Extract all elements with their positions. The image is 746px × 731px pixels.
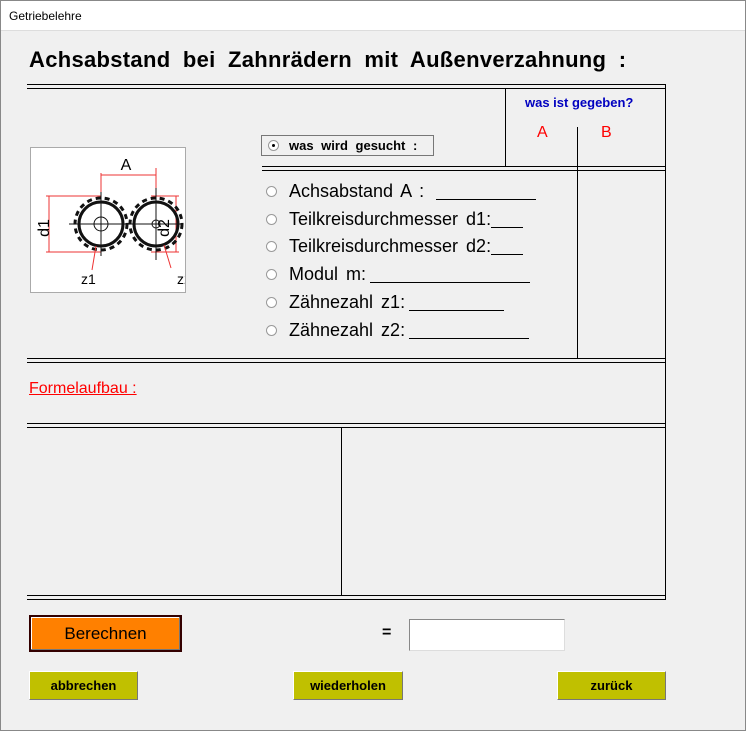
option-z2[interactable]: Zähnezahl z2:: [266, 320, 530, 341]
radio-icon: [266, 269, 277, 280]
label-z2: z2: [177, 271, 185, 287]
option-label: Achsabstand A :: [289, 181, 425, 201]
divider: [27, 362, 666, 363]
answer-line: [491, 212, 524, 228]
radio-icon: [266, 325, 277, 336]
back-button[interactable]: zurück: [557, 671, 666, 700]
radio-selected-icon: [268, 140, 279, 151]
option-modul[interactable]: Modul m:: [266, 264, 531, 285]
divider: [665, 84, 666, 600]
page-title: Achsabstand bei Zahnrädern mit Außenverz…: [29, 47, 627, 72]
sought-label: was wird gesucht :: [289, 138, 418, 153]
option-d1[interactable]: Teilkreisdurchmesser d1:: [266, 209, 524, 230]
formula-label: Formelaufbau :: [29, 380, 137, 397]
given-col-a: A: [537, 124, 548, 141]
answer-line: [409, 295, 505, 311]
option-label: Zähnezahl z1:: [289, 292, 406, 312]
divider: [262, 166, 666, 167]
repeat-button[interactable]: wiederholen: [293, 671, 403, 700]
option-label: Teilkreisdurchmesser d2:: [289, 236, 492, 256]
given-col-b: B: [601, 124, 612, 141]
answer-line: [436, 184, 537, 200]
label-d2: d2: [156, 219, 173, 237]
divider: [27, 88, 666, 89]
sought-radio[interactable]: was wird gesucht :: [261, 135, 434, 156]
divider: [27, 84, 666, 85]
divider: [27, 358, 666, 359]
radio-icon: [266, 186, 277, 197]
divider: [577, 127, 578, 359]
label-z1: z1: [81, 271, 96, 287]
label-a: A: [121, 157, 132, 174]
option-z1[interactable]: Zähnezahl z1:: [266, 292, 505, 313]
answer-line: [370, 267, 531, 283]
divider: [341, 427, 342, 595]
option-achsabstand[interactable]: Achsabstand A :: [266, 181, 537, 202]
window-title: Getriebelehre: [9, 9, 82, 23]
divider: [27, 595, 666, 596]
divider: [27, 599, 666, 600]
divider: [505, 88, 506, 167]
divider: [27, 423, 666, 424]
answer-line: [491, 239, 524, 255]
result-field[interactable]: [409, 619, 565, 651]
option-label: Modul m:: [289, 264, 367, 284]
radio-icon: [266, 241, 277, 252]
equals-sign: =: [382, 624, 392, 641]
answer-line: [409, 323, 530, 339]
cancel-button[interactable]: abbrechen: [29, 671, 138, 700]
title-bar: Getriebelehre: [0, 0, 746, 31]
label-d1: d1: [36, 219, 53, 237]
radio-icon: [266, 297, 277, 308]
gear-figure: A d1 d2 z1 z2: [30, 147, 192, 293]
option-label: Teilkreisdurchmesser d1:: [289, 209, 492, 229]
given-label: was ist gegeben?: [525, 95, 634, 110]
divider: [27, 427, 666, 428]
divider: [262, 170, 666, 171]
option-label: Zähnezahl z2:: [289, 320, 406, 340]
gears-icon: A d1 d2 z1 z2: [36, 157, 192, 287]
radio-icon: [266, 214, 277, 225]
calculate-button[interactable]: Berechnen: [29, 615, 182, 652]
option-d2[interactable]: Teilkreisdurchmesser d2:: [266, 236, 524, 257]
